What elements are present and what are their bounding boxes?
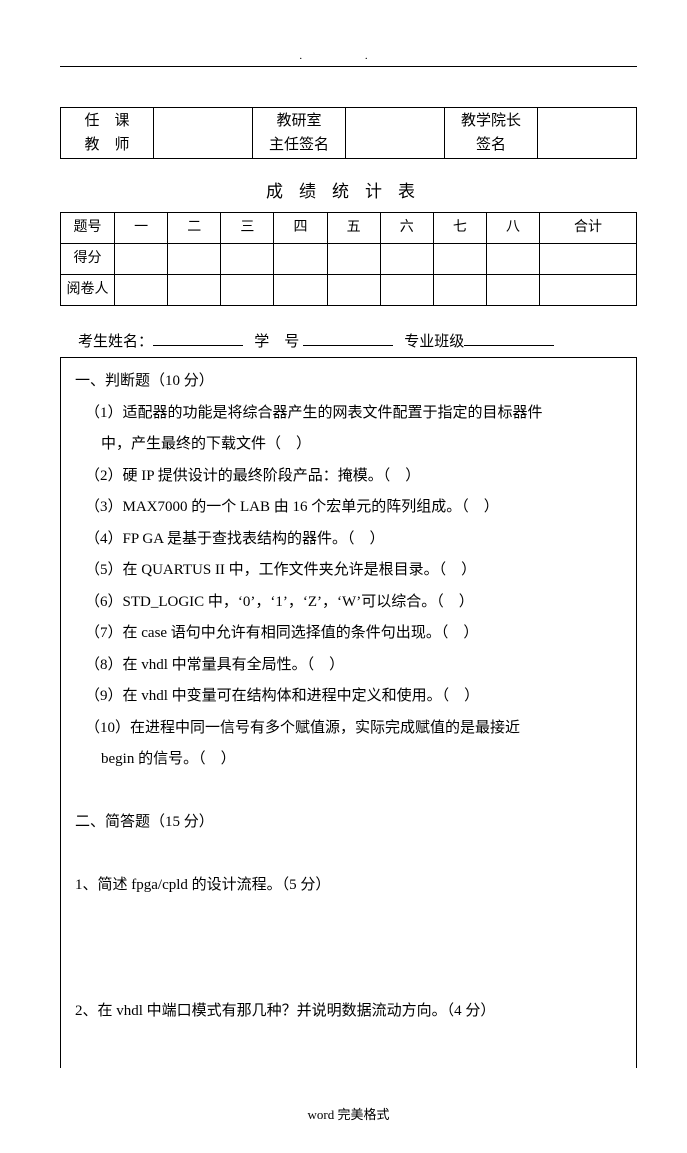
student-class-blank [464, 331, 554, 346]
sig-dept-label: 教研室主任签名 [252, 108, 345, 159]
header-dots: . . [60, 50, 637, 62]
score-col: 七 [433, 213, 486, 244]
score-col: 合计 [540, 213, 637, 244]
score-col: 六 [380, 213, 433, 244]
sig-dean-blank [538, 108, 637, 159]
score-label-grader: 阅卷人 [61, 275, 115, 306]
section1-title: 一、判断题（10 分） [75, 366, 622, 398]
q1-4: （4）FP GA 是基于查找表结构的器件。（ ） [75, 524, 622, 556]
student-info-row: 考生姓名： 学 号 专业班级 [78, 330, 637, 351]
score-row-header: 题号 一 二 三 四 五 六 七 八 合计 [61, 213, 637, 244]
section2-title: 二、简答题（15 分） [75, 807, 622, 839]
score-table: 题号 一 二 三 四 五 六 七 八 合计 得分 阅卷人 [60, 212, 637, 306]
section2-q1: 1、简述 fpga/cpld 的设计流程。（5 分） [75, 870, 622, 902]
student-hao: 号 [284, 334, 299, 350]
student-xue: 学 [254, 334, 269, 350]
score-label-qno: 题号 [61, 213, 115, 244]
score-col: 四 [274, 213, 327, 244]
score-col: 五 [327, 213, 380, 244]
content-box: 一、判断题（10 分） （1）适配器的功能是将综合器产生的网表文件配置于指定的目… [60, 357, 637, 1068]
signature-table: 任 课教 师 教研室主任签名 教学院长签名 [60, 107, 637, 159]
q1-9: （9）在 vhdl 中变量可在结构体和进程中定义和使用。（ ） [75, 681, 622, 713]
student-name-label: 考生姓名： [78, 334, 153, 350]
top-rule [60, 66, 637, 67]
student-name-blank [153, 331, 243, 346]
sig-teacher-blank [154, 108, 253, 159]
q1-1: （1）适配器的功能是将综合器产生的网表文件配置于指定的目标器件 [75, 398, 622, 430]
section2-q2: 2、在 vhdl 中端口模式有那几种？并说明数据流动方向。（4 分） [75, 996, 622, 1028]
q1-5: （5）在 QUARTUS II 中，工作文件夹允许是根目录。（ ） [75, 555, 622, 587]
q1-3: （3）MAX7000 的一个 LAB 由 16 个宏单元的阵列组成。（ ） [75, 492, 622, 524]
score-col: 二 [168, 213, 221, 244]
score-col: 一 [115, 213, 168, 244]
score-label-points: 得分 [61, 244, 115, 275]
score-row-points: 得分 [61, 244, 637, 275]
page: . . 任 课教 师 教研室主任签名 教学院长签名 成绩统计表 题号 一 二 三… [0, 0, 687, 1153]
score-row-grader: 阅卷人 [61, 275, 637, 306]
student-id-blank [303, 331, 393, 346]
q1-2: （2）硬 IP 提供设计的最终阶段产品：掩模。（ ） [75, 461, 622, 493]
q1-8: （8）在 vhdl 中常量具有全局性。（ ） [75, 650, 622, 682]
stat-title: 成绩统计表 [60, 177, 637, 202]
q1-10: （10）在进程中同一信号有多个赋值源，实际完成赋值的是最接近 [75, 713, 622, 745]
q1-1b: 中，产生最终的下载文件（ ） [75, 429, 622, 461]
score-col: 八 [486, 213, 539, 244]
footer-text: word 完美格式 [60, 1104, 637, 1123]
sig-dept-blank [346, 108, 445, 159]
student-class-label: 专业班级 [404, 334, 464, 350]
q1-6: （6）STD_LOGIC 中，‘0’，‘1’，‘Z’，‘W’可以综合。（ ） [75, 587, 622, 619]
sig-dean-label: 教学院长签名 [444, 108, 537, 159]
score-col: 三 [221, 213, 274, 244]
q1-10b: begin 的信号。（ ） [75, 744, 622, 776]
q1-7: （7）在 case 语句中允许有相同选择值的条件句出现。（ ） [75, 618, 622, 650]
sig-teacher-label: 任 课教 师 [61, 108, 154, 159]
